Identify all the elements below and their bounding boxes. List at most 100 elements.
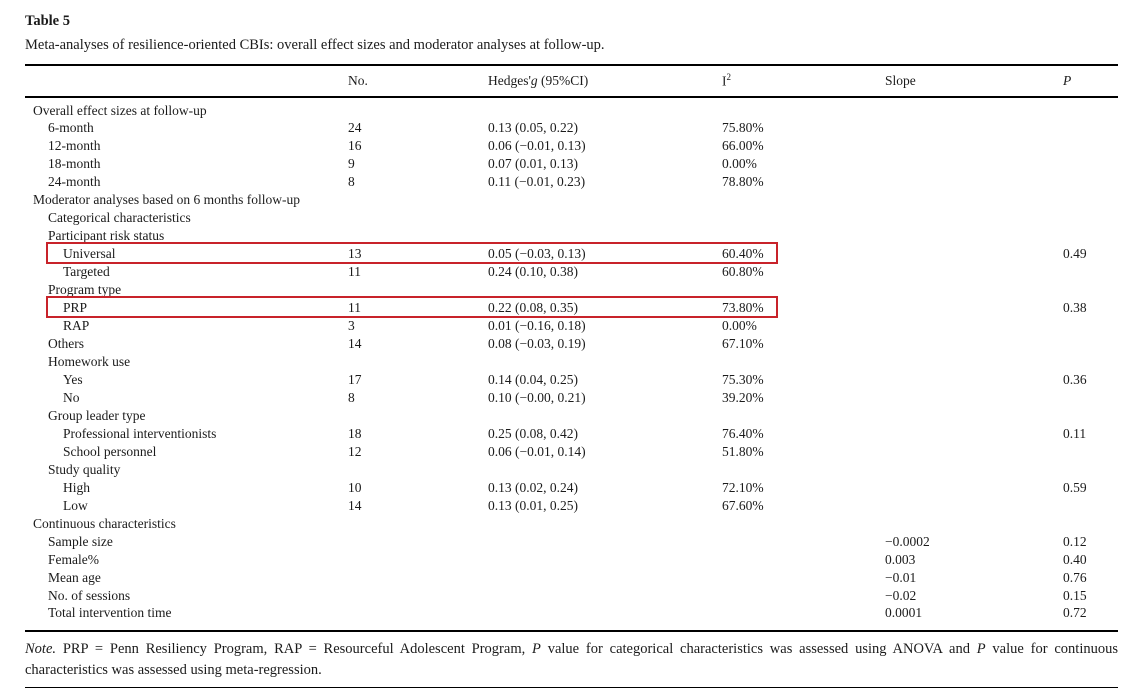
cell-slope	[885, 335, 1063, 353]
cell-i2: 67.60%	[722, 498, 764, 513]
cell-p: 0.15	[1063, 588, 1087, 603]
cell-slope	[885, 281, 1063, 299]
cell-hedges	[488, 587, 722, 605]
cell-slope	[885, 317, 1063, 335]
table-row: Total intervention time 0.0001 0.72	[25, 605, 1118, 631]
cell-i2	[722, 191, 885, 209]
cell-slope	[885, 245, 1063, 263]
cell-p	[1063, 191, 1118, 209]
cell-hedges	[488, 227, 722, 245]
cell-hedges: 0.07 (0.01, 0.13)	[488, 156, 578, 171]
cell-label: Total intervention time	[48, 605, 172, 620]
cell-hedges	[488, 551, 722, 569]
cell-label: Female%	[48, 552, 99, 567]
cell-p	[1063, 137, 1118, 155]
cell-label: Categorical characteristics	[48, 210, 191, 225]
cell-hedges: 0.11 (−0.01, 0.23)	[488, 174, 586, 189]
cell-i2: 0.00%	[722, 156, 757, 171]
cell-slope: −0.0002	[885, 534, 930, 549]
cell-hedges	[488, 605, 722, 631]
cell-slope: 0.003	[885, 552, 916, 567]
cell-p	[1063, 155, 1118, 173]
cell-hedges: 0.13 (0.02, 0.24)	[488, 480, 578, 495]
cell-label: Participant risk status	[48, 228, 165, 243]
footnote: Note. PRP = Penn Resiliency Program, RAP…	[25, 639, 1118, 681]
cell-p	[1063, 173, 1118, 191]
cell-label: PRP	[63, 300, 88, 315]
cell-slope	[885, 209, 1063, 227]
table-row: 24-month 8 0.11 (−0.01, 0.23) 78.80%	[25, 173, 1118, 191]
cell-hedges: 0.13 (0.05, 0.22)	[488, 120, 578, 135]
i2-header-base: I	[722, 73, 727, 89]
cell-hedges: 0.01 (−0.16, 0.18)	[488, 318, 586, 333]
cell-p	[1063, 119, 1118, 137]
cell-slope	[885, 97, 1063, 119]
col-header-slope: Slope	[885, 65, 1063, 98]
cell-p	[1063, 353, 1118, 371]
cell-hedges: 0.05 (−0.03, 0.13)	[488, 246, 586, 261]
cell-label: Targeted	[63, 264, 110, 279]
cell-hedges	[488, 407, 722, 425]
cell-no: 12	[348, 444, 362, 459]
cell-no: 8	[348, 390, 355, 405]
cell-i2: 78.80%	[722, 174, 764, 189]
table-row: Program type	[25, 281, 1118, 299]
cell-no: 3	[348, 318, 355, 333]
col-header-hedges: Hedges'g (95%CI)	[488, 65, 722, 98]
cell-no: 9	[348, 156, 355, 171]
cell-hedges	[488, 461, 722, 479]
cell-i2: 73.80%	[722, 300, 764, 315]
cell-i2	[722, 587, 885, 605]
cell-p: 0.11	[1063, 426, 1087, 441]
cell-label: 24-month	[48, 174, 101, 189]
cell-p: 0.36	[1063, 372, 1087, 387]
cell-label: 12-month	[48, 138, 101, 153]
cell-no: 8	[348, 174, 355, 189]
cell-no: 14	[348, 336, 362, 351]
cell-no	[348, 551, 488, 569]
table-row: Targeted 11 0.24 (0.10, 0.38) 60.80%	[25, 263, 1118, 281]
table-row: No 8 0.10 (−0.00, 0.21) 39.20%	[25, 389, 1118, 407]
table-row: Continuous characteristics	[25, 515, 1118, 533]
cell-p: 0.72	[1063, 605, 1087, 620]
cell-slope	[885, 353, 1063, 371]
hedges-header-prefix: Hedges'	[488, 73, 531, 88]
cell-no	[348, 97, 488, 119]
cell-p: 0.40	[1063, 552, 1087, 567]
cell-slope	[885, 479, 1063, 497]
cell-label: 18-month	[48, 156, 101, 171]
table-row: Group leader type	[25, 407, 1118, 425]
cell-p	[1063, 281, 1118, 299]
cell-i2	[722, 281, 885, 299]
cell-i2: 67.10%	[722, 336, 764, 351]
cell-i2: 66.00%	[722, 138, 764, 153]
table-row: Female% 0.003 0.40	[25, 551, 1118, 569]
table-row: Yes 17 0.14 (0.04, 0.25) 75.30% 0.36	[25, 371, 1118, 389]
cell-p	[1063, 407, 1118, 425]
cell-no	[348, 569, 488, 587]
cell-i2	[722, 551, 885, 569]
cell-label: Others	[48, 336, 84, 351]
cell-i2: 51.80%	[722, 444, 764, 459]
cell-p	[1063, 335, 1118, 353]
cell-no: 11	[348, 264, 361, 279]
cell-slope	[885, 299, 1063, 317]
cell-i2: 75.30%	[722, 372, 764, 387]
cell-label: RAP	[63, 318, 90, 333]
cell-slope	[885, 461, 1063, 479]
cell-p	[1063, 227, 1118, 245]
cell-hedges: 0.13 (0.01, 0.25)	[488, 498, 578, 513]
table-subtitle: Meta-analyses of resilience-oriented CBI…	[25, 37, 605, 53]
cell-i2: 0.00%	[722, 318, 757, 333]
cell-no	[348, 353, 488, 371]
cell-p: 0.76	[1063, 570, 1087, 585]
cell-no: 17	[348, 372, 362, 387]
cell-slope	[885, 425, 1063, 443]
meta-analysis-table: No. Hedges'g (95%CI) I2 Slope P Overall …	[25, 64, 1118, 632]
cell-i2	[722, 407, 885, 425]
cell-label: Program type	[48, 282, 122, 297]
cell-i2	[722, 227, 885, 245]
cell-no: 18	[348, 426, 362, 441]
table-row: Universal 13 0.05 (−0.03, 0.13) 60.40% 0.49	[25, 245, 1118, 263]
